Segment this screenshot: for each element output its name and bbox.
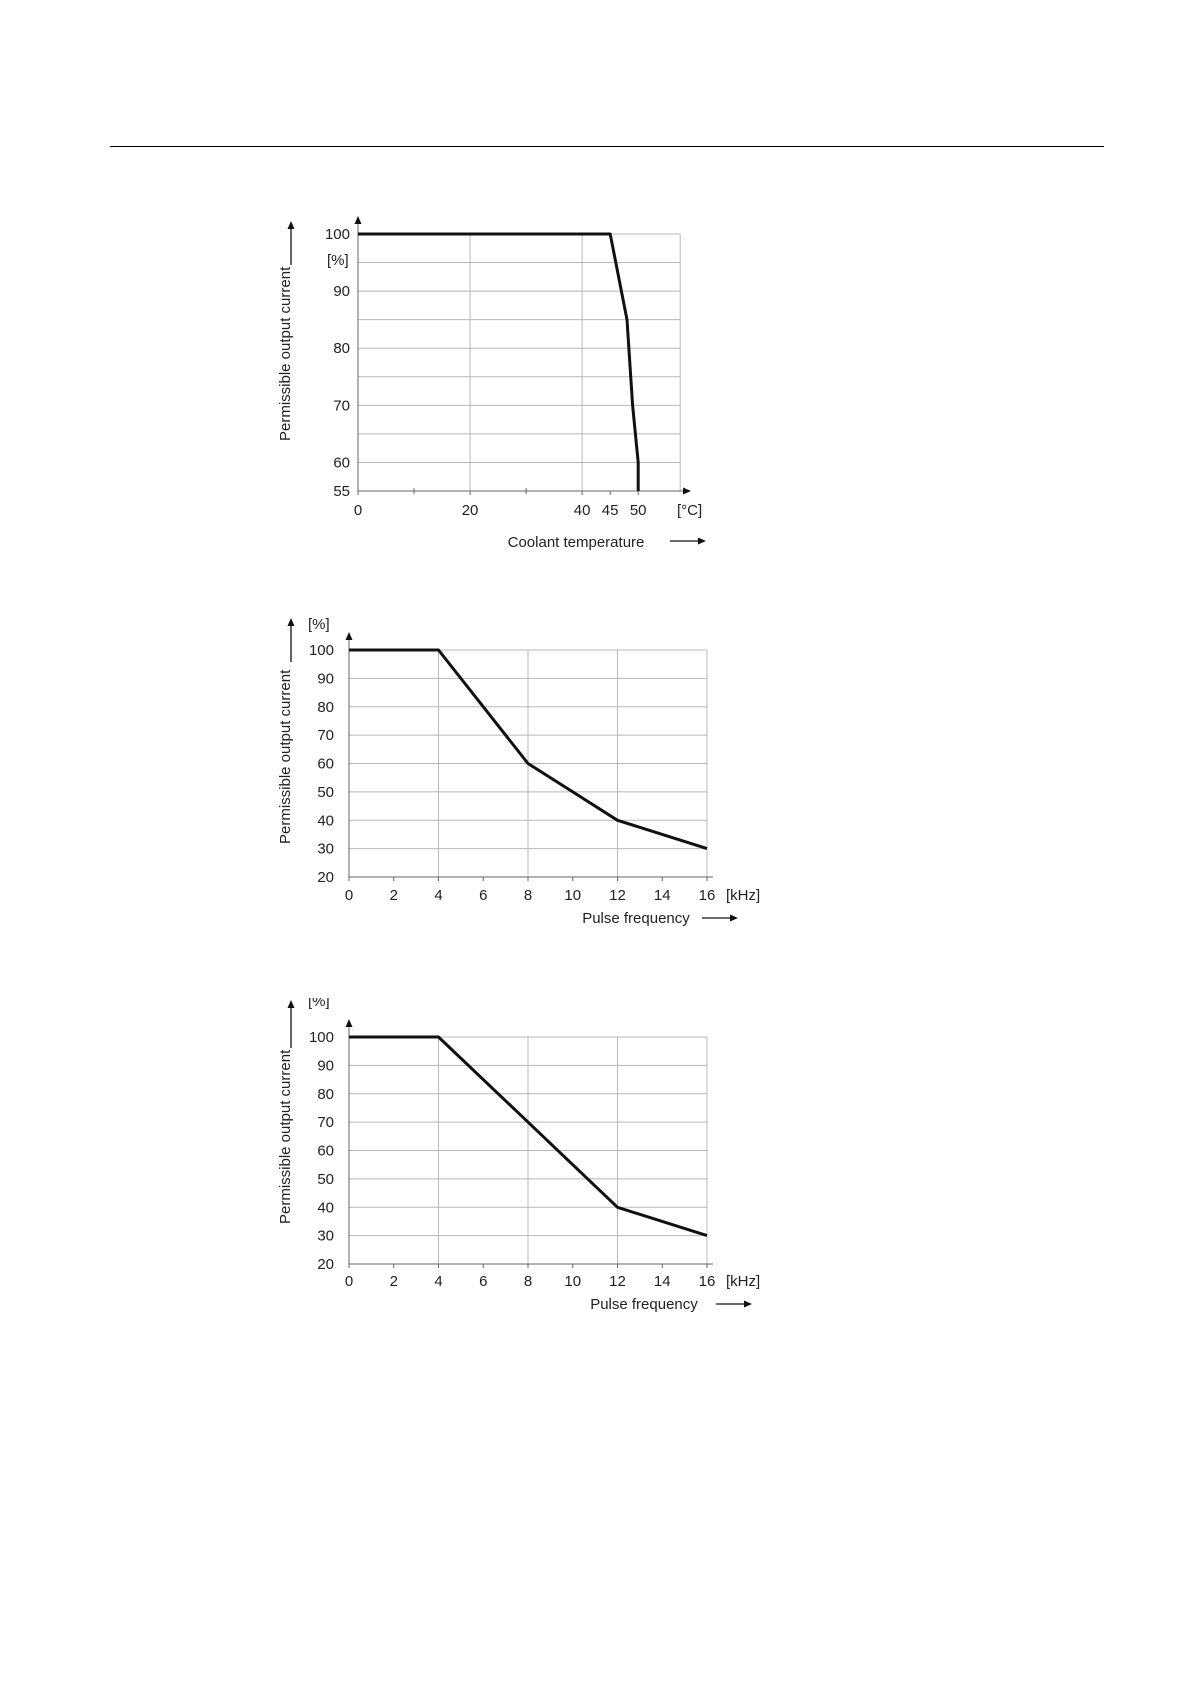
chart3-y-direction-arrowhead bbox=[287, 1000, 295, 1008]
chart2-y-axis-arrow bbox=[345, 632, 353, 640]
chart2-x-tick-label: 0 bbox=[345, 887, 353, 904]
chart2-x-tick-label: 8 bbox=[524, 887, 532, 904]
chart1-x-axis-arrow bbox=[683, 487, 691, 495]
chart3-y-axis-arrow bbox=[345, 1019, 353, 1027]
chart2-x-tick-label: 4 bbox=[434, 887, 442, 904]
chart3-y-tick-label: 30 bbox=[317, 1228, 334, 1245]
chart3-y-tick-label: 80 bbox=[317, 1086, 334, 1103]
chart3-x-axis-label: Pulse frequency bbox=[590, 1296, 698, 1313]
chart3-x-tick-label: 4 bbox=[434, 1273, 442, 1290]
chart2-x-axis-label: Pulse frequency bbox=[582, 910, 690, 927]
chart1-y-tick-label: 100 bbox=[325, 226, 350, 243]
chart3-series-line bbox=[349, 1035, 708, 1238]
chart2-x-tick-label: 14 bbox=[654, 887, 671, 904]
chart1-x-tick-label: 0 bbox=[354, 502, 362, 519]
chart1-y-tick-label: 90 bbox=[333, 283, 350, 300]
chart3-y-tick-label: 70 bbox=[317, 1114, 334, 1131]
pulse-frequency-derating-chart-2: 0 2 4 6 8 10 12 14 16 20 30 40 50 60 70 80 90 100 [%] [kHz]… bbox=[277, 998, 760, 1313]
chart1-y-tick-label: 70 bbox=[333, 397, 350, 414]
chart1-y-unit: [%] bbox=[327, 252, 349, 269]
chart2-x-direction-arrowhead bbox=[730, 914, 738, 922]
chart2-y-tick-label: 90 bbox=[317, 670, 334, 687]
chart2-y-unit: [%] bbox=[308, 616, 330, 633]
chart1-x-tick-label: 45 bbox=[602, 502, 619, 519]
chart3-x-tick-label: 16 bbox=[699, 1273, 716, 1290]
chart2-x-unit: [kHz] bbox=[726, 887, 760, 904]
chart3-y-tick-label: 100 bbox=[309, 1029, 334, 1046]
chart3-y-tick-label: 60 bbox=[317, 1143, 334, 1160]
chart3-y-tick-label: 20 bbox=[317, 1256, 334, 1273]
chart3-x-tick-label: 12 bbox=[609, 1273, 626, 1290]
chart1-x-axis-label: Coolant temperature bbox=[508, 534, 645, 551]
chart2-y-tick-label: 100 bbox=[309, 642, 334, 659]
pulse-frequency-derating-chart-1: 0 2 4 6 8 10 12 14 16 20 30 40 50 60 70 80 90 100 [%] [kHz]… bbox=[277, 616, 760, 927]
chart3-y-tick-label: 50 bbox=[317, 1171, 334, 1188]
chart2-y-tick-label: 20 bbox=[317, 869, 334, 886]
chart1-x-tick-label: 50 bbox=[630, 502, 647, 519]
chart1-x-unit: [°C] bbox=[677, 502, 702, 519]
chart3-y-tick-label: 40 bbox=[317, 1199, 334, 1216]
chart3-x-tick-label: 6 bbox=[479, 1273, 487, 1290]
chart3-x-tick-label: 0 bbox=[345, 1273, 353, 1290]
chart2-y-tick-label: 50 bbox=[317, 784, 334, 801]
chart3-x-tick-label: 14 bbox=[654, 1273, 671, 1290]
chart3-y-axis-label: Permissible output current bbox=[277, 1049, 294, 1224]
chart2-y-tick-label: 70 bbox=[317, 727, 334, 744]
chart1-y-axis-arrow bbox=[354, 216, 362, 224]
chart2-x-tick-label: 10 bbox=[564, 887, 581, 904]
chart1-y-direction-arrowhead bbox=[287, 221, 295, 229]
chart2-x-tick-label: 6 bbox=[479, 887, 487, 904]
chart1-x-direction-arrowhead bbox=[698, 537, 706, 545]
chart2-y-tick-label: 80 bbox=[317, 699, 334, 716]
chart2-x-tick-label: 16 bbox=[699, 887, 716, 904]
chart2-y-direction-arrowhead bbox=[287, 618, 295, 626]
chart2-x-tick-label: 2 bbox=[390, 887, 398, 904]
chart2-x-tick-label: 12 bbox=[609, 887, 626, 904]
chart3-y-tick-label: 90 bbox=[317, 1057, 334, 1074]
chart3-x-tick-label: 8 bbox=[524, 1273, 532, 1290]
chart2-y-tick-label: 40 bbox=[317, 812, 334, 829]
header-rule bbox=[110, 146, 1104, 147]
chart2-y-tick-label: 30 bbox=[317, 841, 334, 858]
chart3-y-unit: [%] bbox=[308, 998, 330, 1010]
chart1-series-line bbox=[358, 232, 640, 491]
chart1-y-tick-label: 80 bbox=[333, 340, 350, 357]
chart3-x-tick-label: 2 bbox=[390, 1273, 398, 1290]
chart3-x-unit: [kHz] bbox=[726, 1273, 760, 1290]
chart2-y-axis-label: Permissible output current bbox=[277, 669, 294, 844]
coolant-temperature-derating-chart: 0 20 40 45 50 55 60 70 80 90 100 [%] [°C] Coolant tem… bbox=[277, 216, 706, 551]
chart3-x-direction-arrowhead bbox=[744, 1300, 752, 1308]
chart1-y-tick-label: 60 bbox=[333, 454, 350, 471]
chart2-series-line bbox=[349, 648, 708, 851]
chart1-y-axis-label: Permissible output current bbox=[277, 266, 294, 441]
chart1-x-tick-label: 40 bbox=[574, 502, 591, 519]
chart2-y-tick-label: 60 bbox=[317, 756, 334, 773]
chart1-y-tick-label: 55 bbox=[333, 483, 350, 500]
chart3-x-tick-label: 10 bbox=[564, 1273, 581, 1290]
chart1-x-tick-label: 20 bbox=[462, 502, 479, 519]
